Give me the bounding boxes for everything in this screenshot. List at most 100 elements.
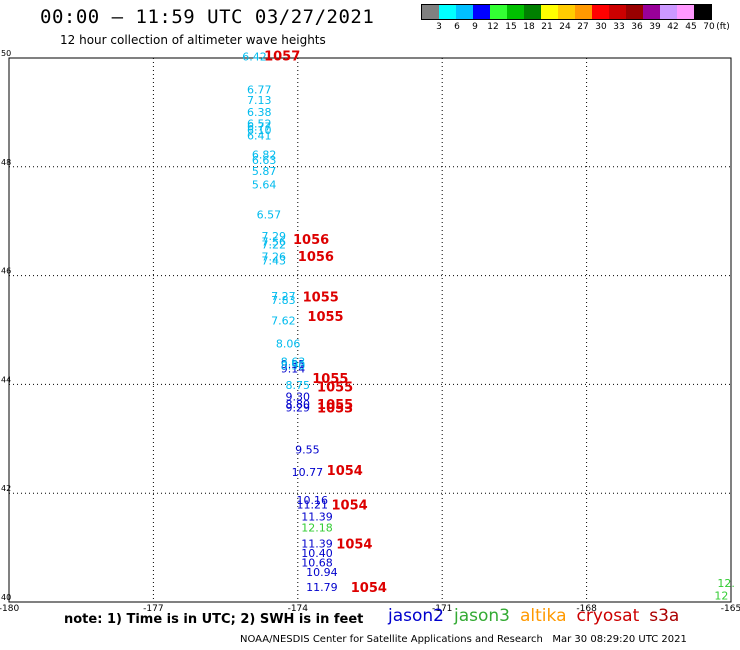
pressure-label: 1055 — [303, 291, 339, 306]
legend-item: altika — [520, 606, 567, 626]
wave-height-point: 12.18 — [301, 521, 333, 534]
wave-height-point: 10.16 — [296, 494, 328, 507]
wave-height-point: 7.22 — [261, 238, 286, 251]
color-scale-label: 39 — [649, 22, 661, 32]
color-scale-label: 6 — [454, 22, 460, 32]
color-scale-label: 45 — [685, 22, 697, 32]
color-scale-swatch — [626, 5, 643, 19]
wave-height-point: 6.38 — [247, 106, 272, 119]
color-scale-label: 21 — [541, 22, 553, 32]
wave-height-point: 9.55 — [295, 443, 320, 456]
color-scale-label: 36 — [631, 22, 643, 32]
x-tick-label: -174 — [288, 604, 309, 614]
wave-height-point: 9.29 — [286, 402, 311, 415]
color-scale-label: 3 — [436, 22, 442, 32]
wave-height-point: 5.64 — [252, 179, 277, 192]
pressure-label: 1055 — [317, 398, 353, 413]
color-scale-swatch — [558, 5, 575, 19]
color-scale-label: 27 — [577, 22, 589, 32]
wave-height-point: 6.10 — [247, 124, 272, 137]
color-scale-label: 30 — [595, 22, 607, 32]
wave-height-point: 10.68 — [301, 557, 333, 570]
wave-height-point: 6.52 — [247, 118, 272, 131]
x-tick-label: -168 — [576, 604, 597, 614]
wave-height-point: 11.39 — [301, 538, 333, 551]
color-scale-swatch — [456, 5, 473, 19]
pressure-label: 1054 — [331, 499, 367, 514]
color-scale: 3 6 9 12 15 18 21 24 27 30 33 36 39 42 45 70 (ft) — [421, 4, 730, 32]
color-scale-swatch — [490, 5, 507, 19]
wave-height-point: 5.87 — [252, 165, 277, 178]
color-scale-swatch — [473, 5, 490, 19]
satellite-legend: jason2 jason3 altika cryosat s3a — [388, 606, 689, 626]
legend-item: jason2 — [388, 606, 444, 626]
wave-height-point: 6.77 — [247, 120, 272, 133]
wave-height-point: 7.13 — [247, 94, 272, 107]
y-tick-label: 44 — [1, 375, 11, 384]
color-scale-label: 18 — [523, 22, 535, 32]
legend-item: cryosat — [576, 606, 640, 626]
pressure-label: 1053 — [317, 402, 353, 417]
pressure-label: 1057 — [264, 50, 300, 65]
wave-height-point: 6.63 — [252, 154, 277, 167]
x-tick-label: -180 — [0, 604, 19, 614]
map-frame — [8, 57, 732, 603]
pressure-label: 1056 — [293, 233, 329, 248]
color-scale-swatch — [660, 5, 677, 19]
wave-height-point: 11.79 — [306, 581, 338, 594]
color-scale-labels: 3 6 9 12 15 18 21 24 27 30 33 36 39 42 45 70 (ft) — [421, 20, 730, 32]
color-scale-swatch — [507, 5, 524, 19]
pressure-label: 1054 — [336, 538, 372, 553]
color-scale-swatch — [609, 5, 626, 19]
wave-height-point: 6.42 — [242, 51, 267, 64]
wave-height-point: 11.39 — [301, 510, 333, 523]
pressure-label: 1055 — [317, 380, 353, 395]
wave-height-point: 12 — [714, 589, 728, 602]
legend-item: s3a — [649, 606, 680, 626]
wave-height-point: 10.94 — [306, 566, 338, 579]
color-scale-label: 9 — [472, 22, 478, 32]
wave-height-point: 6.57 — [257, 208, 282, 221]
wave-height-point: 7.43 — [261, 255, 286, 268]
color-scale-swatch — [524, 5, 541, 19]
x-tick-label: -171 — [432, 604, 452, 614]
legend-item: jason3 — [454, 606, 510, 626]
footer-credit: NOAA/NESDIS Center for Satellite Applica… — [240, 634, 687, 645]
pressure-label: 1056 — [298, 250, 334, 265]
footer-note: note: 1) Time is in UTC; 2) SWH is in fe… — [64, 612, 364, 627]
wave-height-point: 6.82 — [252, 149, 277, 162]
wave-height-point: 8.90 — [281, 360, 306, 373]
color-scale-swatch — [439, 5, 456, 19]
color-scale-swatch — [677, 5, 694, 19]
wave-height-point: 7.26 — [261, 250, 286, 263]
wave-height-point: 9.35 — [281, 358, 306, 371]
pressure-label: 1054 — [327, 464, 363, 479]
page-subtitle: 12 hour collection of altimeter wave hei… — [60, 33, 326, 47]
wave-height-point: 11.21 — [296, 498, 328, 511]
y-tick-label: 46 — [1, 267, 11, 276]
y-tick-label: 50 — [1, 49, 11, 58]
wave-height-point: 8.63 — [281, 355, 306, 368]
color-scale-label: 24 — [559, 22, 571, 32]
color-scale-swatch — [643, 5, 660, 19]
x-tick-label: -165 — [721, 604, 740, 614]
wave-height-point: 9.30 — [286, 391, 311, 404]
wave-height-point: 8.80 — [286, 398, 311, 411]
color-scale-swatch — [422, 5, 439, 19]
wave-height-point: 7.62 — [271, 315, 296, 328]
wave-height-point: 10.77 — [292, 466, 324, 479]
y-tick-label: 48 — [1, 158, 11, 167]
wave-height-point: 9.14 — [281, 362, 306, 375]
wave-height-point: 6.77 — [247, 83, 272, 96]
wave-height-point: 7.56 — [261, 236, 286, 249]
y-tick-label: 40 — [1, 593, 11, 602]
color-scale-swatches — [421, 4, 712, 20]
color-scale-label: 42 — [667, 22, 679, 32]
x-tick-label: -177 — [143, 604, 163, 614]
wave-height-point: 6.41 — [247, 130, 272, 143]
wave-height-point: 8.75 — [286, 379, 311, 392]
color-scale-label: 70 — [703, 22, 715, 32]
color-scale-label: 33 — [613, 22, 625, 32]
wave-height-point: 10.40 — [301, 547, 333, 560]
